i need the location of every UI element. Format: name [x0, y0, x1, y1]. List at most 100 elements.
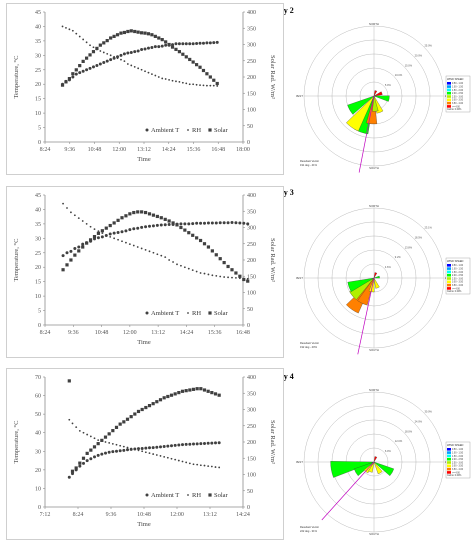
solar-point	[215, 81, 219, 86]
solar-point	[115, 33, 120, 37]
solar-point	[70, 469, 75, 473]
rh-point	[219, 275, 222, 278]
rh-point	[140, 68, 143, 71]
rose-wedge	[353, 461, 375, 476]
rh-point	[78, 35, 81, 38]
solar-point	[105, 39, 109, 43]
x-tick-label: 13:12	[203, 512, 217, 518]
y-tick-label: 10	[35, 294, 41, 300]
y-tick-label: 15	[35, 97, 41, 103]
ambient-t-point	[116, 231, 120, 235]
legend-label: RH	[192, 310, 201, 317]
resultant-title: Resultant Vector	[300, 341, 319, 345]
rh-point	[160, 254, 163, 257]
rh-point	[187, 267, 190, 270]
ambient-t-point	[205, 41, 209, 45]
rose-wedge	[373, 275, 380, 279]
rh-point	[78, 429, 81, 432]
chart-panel-day2: 8:24 9:36 10:48 12:00 13:12 14:24 15:36 16:48 18…	[6, 3, 284, 175]
ambient-t-point	[151, 224, 155, 228]
solar-point	[206, 245, 211, 249]
solar-point	[164, 40, 168, 44]
y-right-tick-label: 350	[247, 209, 256, 215]
ambient-t-point	[155, 223, 159, 227]
rh-point	[235, 277, 237, 279]
rose-legend-label: 3.00 - 3.50	[452, 100, 464, 102]
resultant-title: Resultant Vector	[300, 159, 319, 163]
y-right-tick-label: 100	[247, 291, 256, 297]
rh-point	[185, 461, 188, 464]
solar-point	[246, 279, 250, 283]
wind-rose-day3: 4.6%9.2%13.8%18.5%23.1%NORTHEASTSOUTHWES…	[296, 194, 472, 362]
rose-wedge	[373, 91, 383, 97]
wind-rose-day2: 5.0%10.0%15.0%20.0%25.0%NORTHEASTSOUTHWE…	[296, 12, 472, 180]
solar-point	[60, 83, 65, 87]
rh-point	[168, 78, 170, 81]
solar-point	[88, 238, 93, 242]
rose-legend-swatch	[447, 270, 451, 274]
rh-point	[161, 77, 164, 80]
y-right-tick-label: 200	[247, 75, 256, 81]
rose-wedge	[346, 95, 375, 132]
solar-point	[188, 388, 192, 392]
rh-point	[104, 441, 107, 443]
ambient-t-point	[184, 442, 188, 446]
rose-legend-label: 3.00 - 3.50	[452, 282, 464, 284]
ambient-t-point	[230, 220, 234, 224]
compass-west: WEST	[296, 94, 303, 98]
rose-legend-title: WIND SPEED	[447, 443, 464, 447]
rh-point	[175, 80, 177, 83]
solar-point	[184, 389, 188, 393]
y-tick-label: 50	[35, 412, 41, 418]
y-tick-label: 20	[35, 468, 41, 474]
rh-point	[192, 463, 195, 466]
solar-point	[128, 212, 132, 216]
rh-point	[75, 32, 78, 35]
ambient-t-point	[132, 227, 136, 231]
rose-wedge	[373, 90, 378, 97]
rose-wedge	[373, 456, 378, 463]
x-tick-label: 16:48	[236, 330, 250, 336]
x-tick-label: 9:36	[68, 330, 79, 336]
compass-north: NORTH	[369, 22, 379, 26]
solar-point	[158, 398, 163, 402]
solar-point	[136, 30, 140, 34]
solar-point	[61, 268, 65, 272]
ambient-t-point	[148, 224, 151, 228]
ambient-t-point	[120, 230, 124, 234]
y-tick-label: 40	[35, 431, 41, 437]
ambient-t-point	[136, 49, 140, 53]
rh-point	[141, 450, 144, 453]
rh-point	[133, 448, 136, 451]
ambient-t-point	[122, 52, 126, 56]
legend-label: Ambient T	[151, 127, 179, 134]
rose-legend-label: 0.50 - 1.00	[452, 265, 464, 267]
ambient-t-point	[85, 459, 89, 463]
y-right-tick-label: 350	[247, 26, 256, 32]
ambient-t-point	[199, 442, 203, 446]
rose-legend-swatch	[447, 464, 451, 468]
solar-point	[184, 55, 188, 59]
rh-point	[199, 84, 201, 86]
resultant-title: Resultant Vector	[300, 525, 319, 529]
solar-point	[139, 31, 144, 35]
solar-point	[95, 46, 99, 50]
solar-point	[96, 231, 101, 235]
solar-point	[202, 242, 207, 246]
solar-point	[96, 442, 100, 446]
solar-point	[151, 402, 155, 406]
rh-point	[71, 422, 74, 425]
ambient-t-point	[85, 68, 89, 72]
legend-marker-rh	[187, 494, 189, 496]
rh-point	[155, 454, 158, 456]
chart-panel-day4: 7:12 8:24 9:36 10:48 12:00 13:12 14:24 0 10 20 30 4…	[6, 368, 284, 540]
solar-point	[118, 422, 122, 426]
legend-label: Ambient T	[151, 310, 179, 317]
solar-point	[214, 253, 218, 257]
ambient-t-point	[184, 42, 188, 46]
solar-point	[89, 448, 93, 452]
rose-legend-label: >= 4.00	[452, 471, 461, 474]
ambient-t-point	[89, 457, 93, 461]
solar-point	[191, 60, 195, 64]
y-right-tick-label: 150	[247, 274, 256, 280]
